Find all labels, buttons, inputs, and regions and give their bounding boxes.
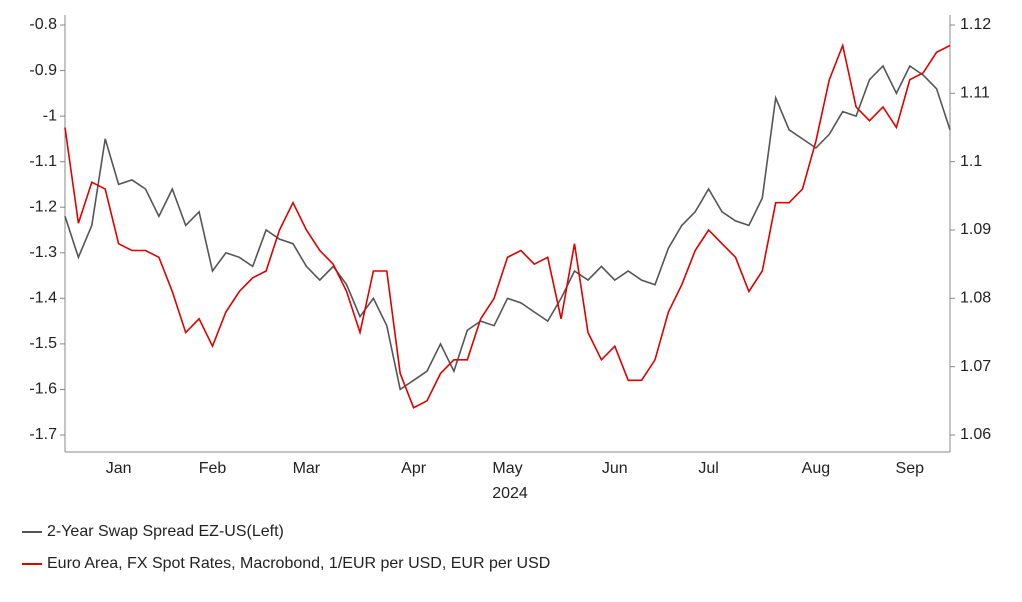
y-tick-label: -1 xyxy=(43,107,57,124)
x-tick-label: Sep xyxy=(896,460,925,477)
y2-tick-label: 1.09 xyxy=(960,221,991,238)
y2-tick-label: 1.11 xyxy=(960,85,990,102)
x-tick-label: Feb xyxy=(199,460,227,477)
y2-tick-label: 1.07 xyxy=(960,358,991,375)
y2-tick-label: 1.06 xyxy=(960,426,991,443)
y-tick-label: -1.4 xyxy=(29,290,57,307)
y-tick-label: -1.5 xyxy=(29,335,57,352)
x-tick-label: Apr xyxy=(401,460,427,477)
y-tick-label: -1.2 xyxy=(29,198,57,215)
y2-tick-label: 1.1 xyxy=(960,153,982,170)
series-line xyxy=(64,42,951,409)
x-axis-label: 2024 xyxy=(492,485,528,502)
y-tick-label: -1.1 xyxy=(29,153,57,170)
y-tick-label: -1.3 xyxy=(29,244,57,261)
x-tick-label: Mar xyxy=(293,460,321,477)
x-tick-label: May xyxy=(492,460,522,477)
series-line xyxy=(64,64,951,391)
y-tick-label: -0.8 xyxy=(29,16,57,33)
y-tick-label: -0.9 xyxy=(29,62,57,79)
x-tick-label: Jul xyxy=(698,460,718,477)
y-tick-label: -1.7 xyxy=(29,426,57,443)
y-tick-label: -1.6 xyxy=(29,381,57,398)
legend-label: Euro Area, FX Spot Rates, Macrobond, 1/E… xyxy=(47,555,550,572)
y2-tick-label: 1.08 xyxy=(960,290,991,307)
x-tick-label: Aug xyxy=(802,460,830,477)
x-tick-label: Jun xyxy=(602,460,628,477)
x-tick-label: Jan xyxy=(106,460,132,477)
legend-label: 2-Year Swap Spread EZ-US(Left) xyxy=(47,523,284,540)
y2-tick-label: 1.12 xyxy=(960,16,991,33)
